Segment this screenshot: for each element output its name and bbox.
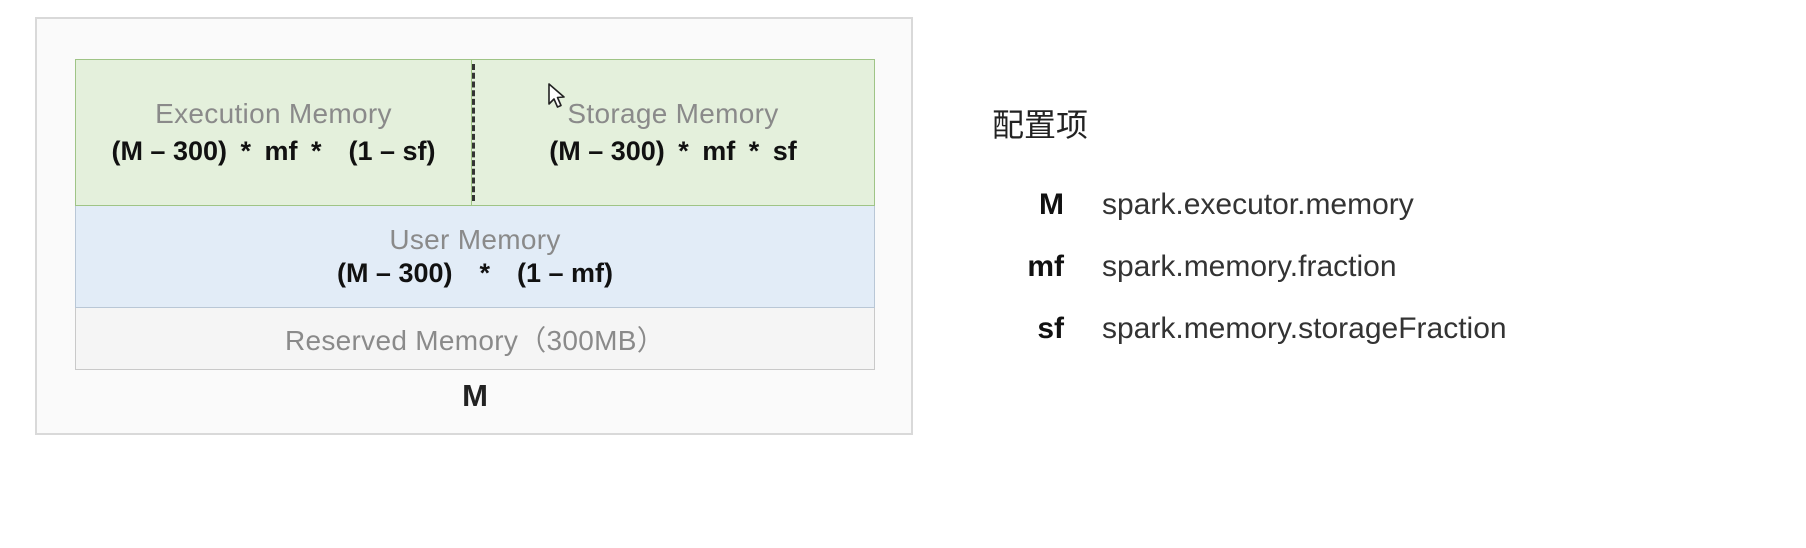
legend-key-mf: mf [992, 250, 1102, 312]
legend-val-m: spark.executor.memory [1102, 188, 1507, 250]
storage-memory-label: Storage Memory [567, 98, 778, 130]
execution-memory-formula: (M – 300) * mf * (1 – sf) [111, 136, 435, 167]
execution-memory-label: Execution Memory [155, 98, 392, 130]
legend-title: 配置项 [992, 100, 1692, 146]
storage-memory-formula: (M – 300) * mf * sf [549, 136, 797, 167]
reserved-memory-region: Reserved Memory（300MB） [75, 308, 875, 370]
user-memory-region: User Memory (M – 300) * (1 – mf) [75, 206, 875, 308]
exec-storage-divider [472, 64, 475, 201]
legend-val-sf: spark.memory.storageFraction [1102, 312, 1507, 374]
user-memory-label: User Memory [389, 224, 560, 256]
storage-memory-region: Storage Memory (M – 300) * mf * sf [471, 59, 875, 206]
user-memory-formula: (M – 300) * (1 – mf) [337, 258, 613, 289]
legend-table: M spark.executor.memory mf spark.memory.… [992, 188, 1507, 374]
legend-key-m: M [992, 188, 1102, 250]
page-root: Execution Memory (M – 300) * mf * (1 – s… [0, 0, 1806, 548]
legend-row: M spark.executor.memory [992, 188, 1507, 250]
reserved-memory-label: Reserved Memory（300MB） [285, 319, 665, 359]
memory-diagram-frame: Execution Memory (M – 300) * mf * (1 – s… [35, 17, 913, 435]
legend-key-sf: sf [992, 312, 1102, 374]
total-memory-label: M [75, 378, 875, 414]
unified-memory-row: Execution Memory (M – 300) * mf * (1 – s… [75, 59, 875, 206]
legend-row: sf spark.memory.storageFraction [992, 312, 1507, 374]
memory-stack: Execution Memory (M – 300) * mf * (1 – s… [75, 59, 875, 414]
legend-val-mf: spark.memory.fraction [1102, 250, 1507, 312]
legend-panel: 配置项 M spark.executor.memory mf spark.mem… [992, 100, 1692, 374]
legend-row: mf spark.memory.fraction [992, 250, 1507, 312]
execution-memory-region: Execution Memory (M – 300) * mf * (1 – s… [75, 59, 471, 206]
